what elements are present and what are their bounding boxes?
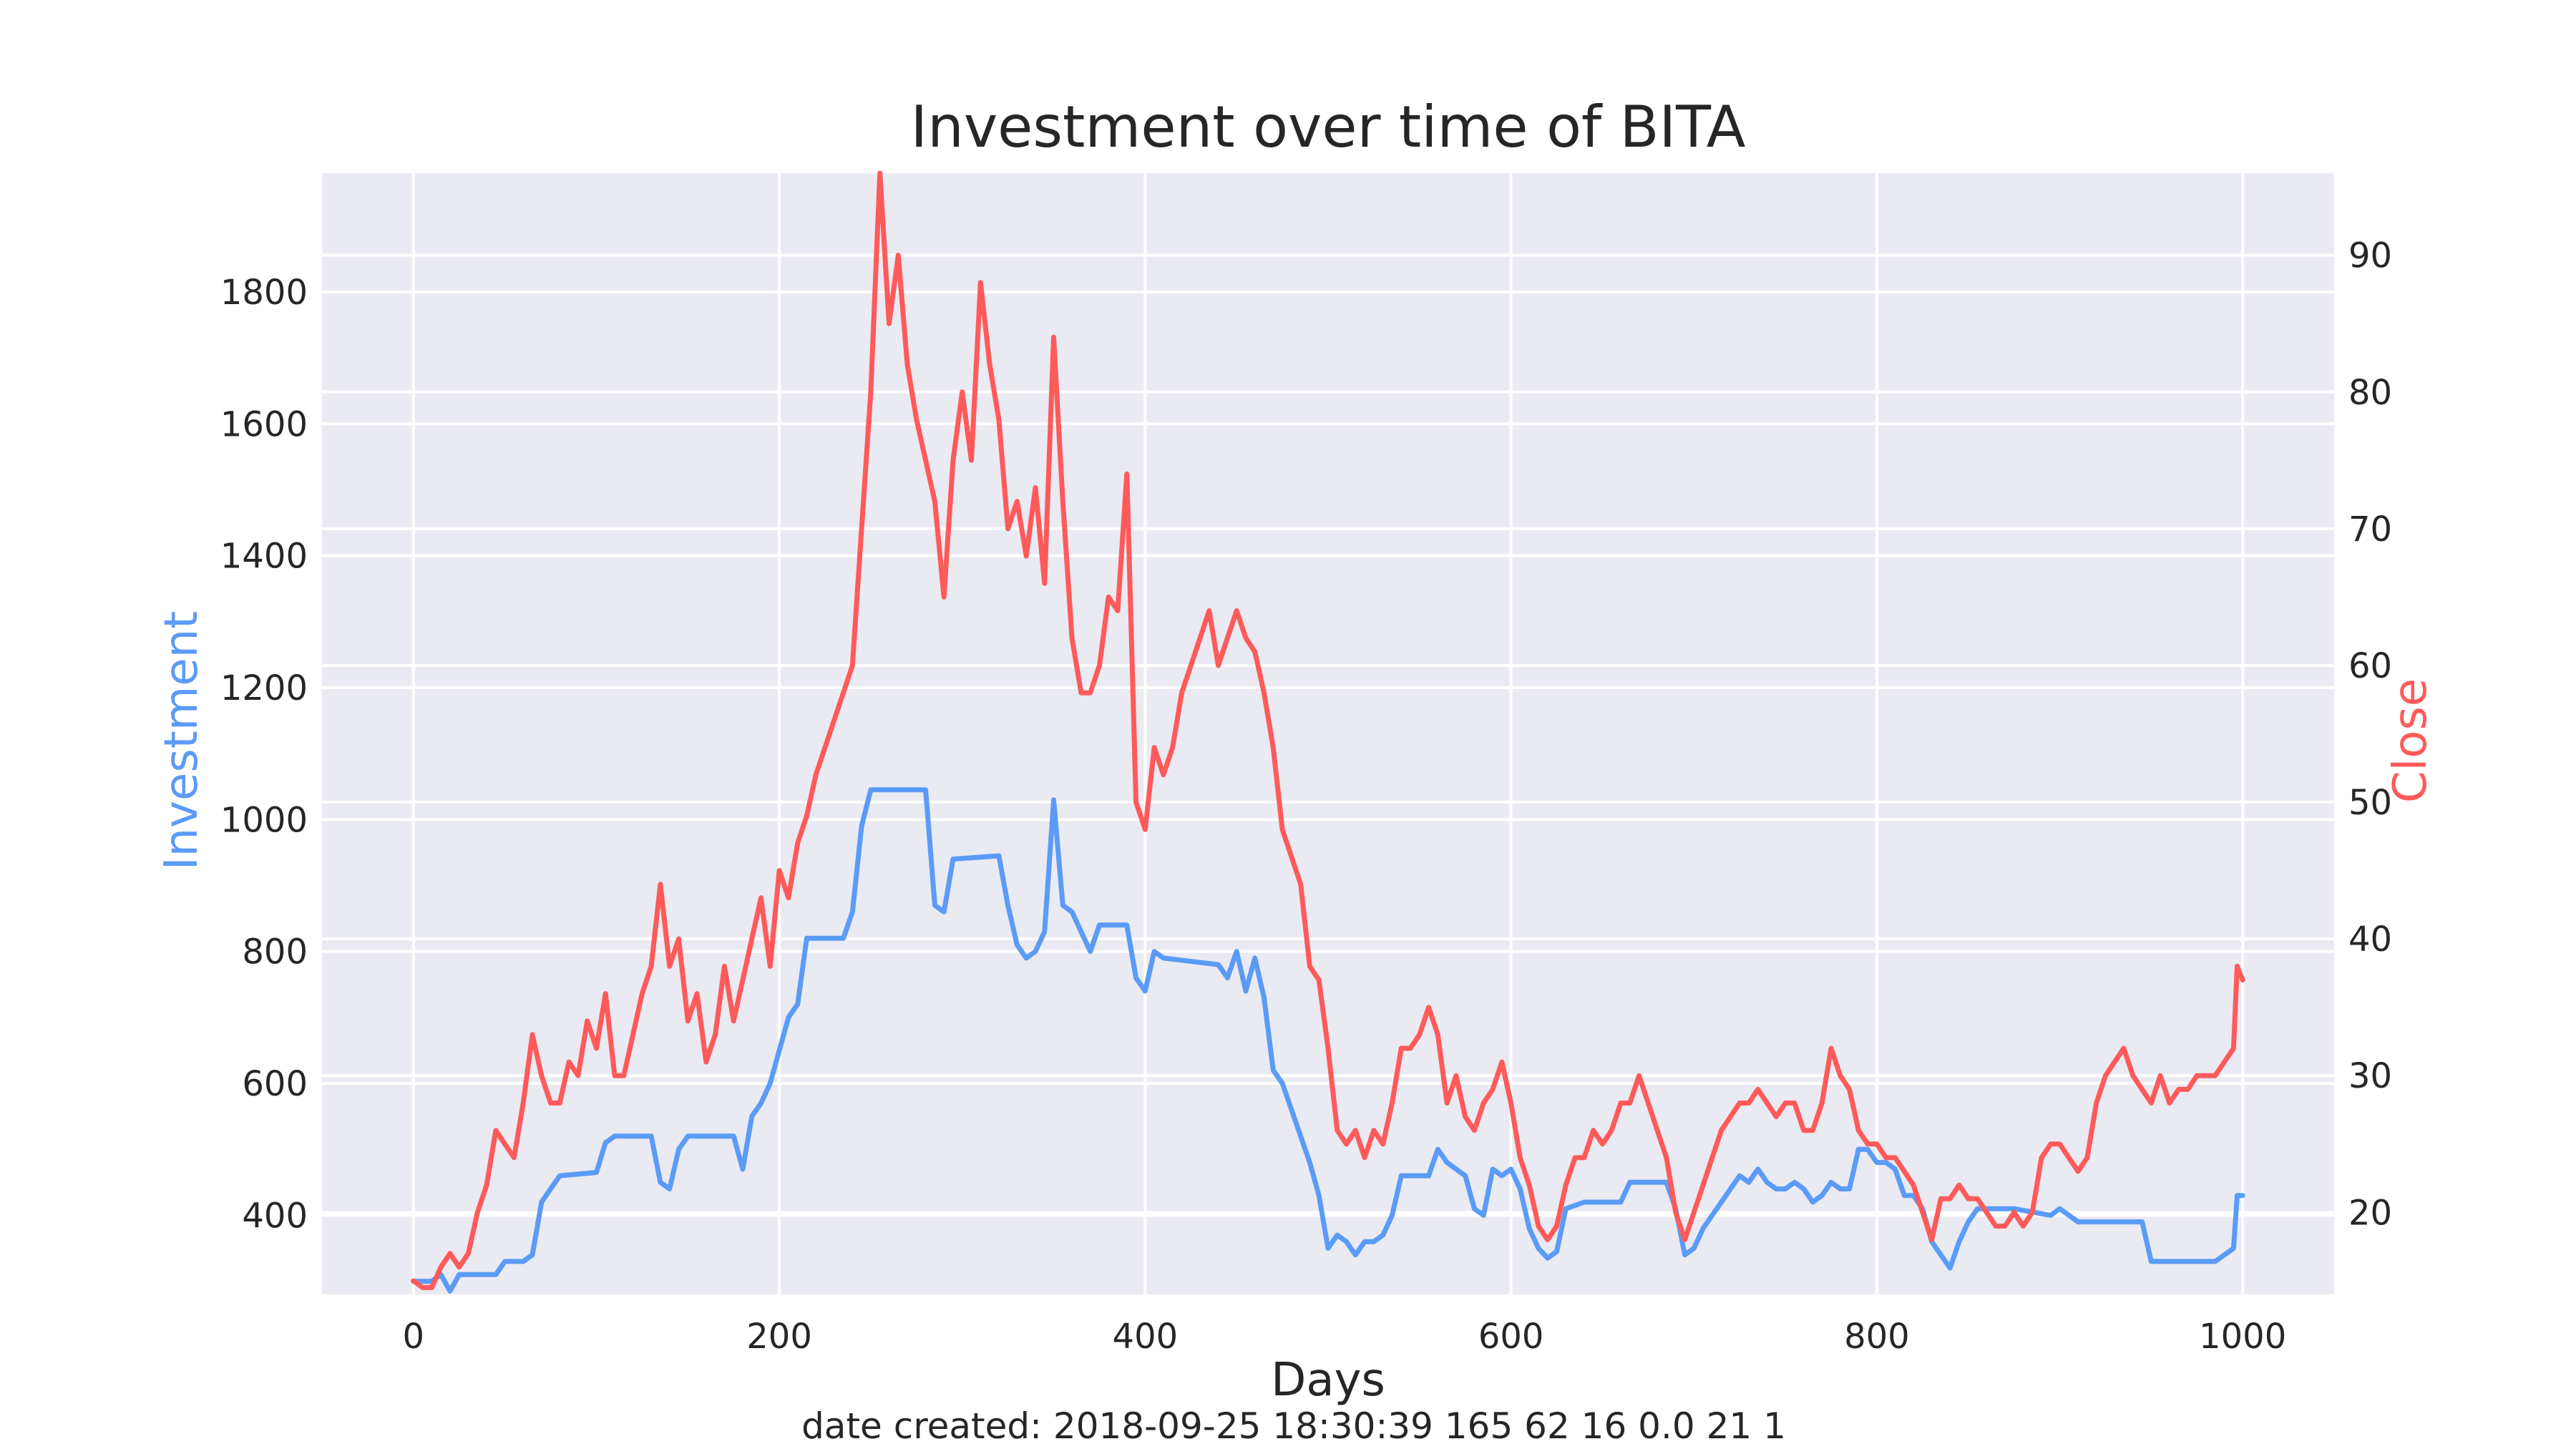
y-right-tick-label: 70 [2348,509,2392,550]
y-axis-label-left: Investment [155,611,208,871]
y-right-tick-label: 30 [2348,1056,2392,1096]
footer-caption: date created: 2018-09-25 18:30:39 165 62… [801,1405,1786,1447]
x-tick-label: 800 [1844,1317,1910,1357]
axes-labels: 0 200 400 600 800 1000 400 600 800 1000 1200 1400 16… [220,236,2392,1357]
y-right-tick-label: 20 [2348,1193,2392,1233]
y-axis-label-right: Close [2384,678,2437,803]
chart-title: Investment over time of BITA [911,94,1746,160]
y-right-tick-label: 80 [2348,373,2392,413]
investment-series-line [411,787,2245,1294]
y-left-tick-label: 1400 [220,537,308,577]
plot-background [322,173,2334,1294]
y-left-tick-label: 400 [242,1196,308,1236]
y-right-tick-label: 50 [2348,783,2392,823]
grid [322,173,2334,1294]
x-tick-label: 200 [746,1317,812,1357]
y-right-tick-label: 40 [2348,919,2392,960]
series-layer [411,170,2245,1294]
y-left-tick-label: 1000 [220,800,308,840]
close-series-line [411,170,2245,1290]
y-left-tick-label: 1600 [220,404,308,444]
y-right-tick-label: 90 [2348,236,2392,276]
x-tick-label: 600 [1478,1317,1544,1357]
y-left-tick-label: 1800 [220,273,308,313]
y-left-tick-label: 1200 [220,668,308,708]
x-tick-label: 0 [403,1317,425,1357]
y-right-tick-label: 60 [2348,646,2392,686]
x-tick-label: 1000 [2199,1317,2286,1357]
y-left-tick-label: 800 [242,932,308,972]
y-left-tick-label: 600 [242,1064,308,1104]
x-axis-label: Days [1271,1354,1385,1407]
x-tick-label: 400 [1113,1317,1179,1357]
